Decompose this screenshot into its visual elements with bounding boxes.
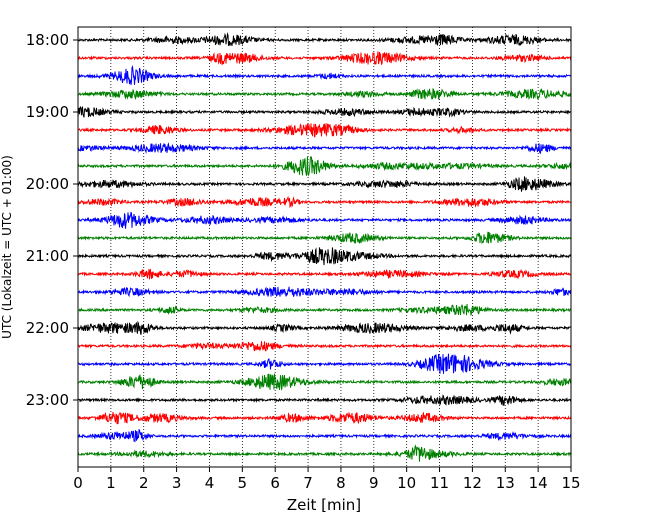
seismogram-trace — [77, 444, 572, 462]
seismogram-trace — [77, 247, 572, 266]
y-tick-label: 19:00 — [26, 103, 69, 121]
seismogram-trace — [77, 373, 572, 391]
x-tick-label: 15 — [561, 474, 580, 492]
seismogram-trace — [77, 320, 572, 335]
x-tick-label: 1 — [106, 474, 116, 492]
x-tick-label: 7 — [303, 474, 313, 492]
y-tick-label: 23:00 — [26, 391, 69, 409]
x-tick-label: 2 — [139, 474, 149, 492]
seismogram-trace — [77, 211, 572, 229]
x-tick-label: 4 — [205, 474, 215, 492]
x-tick-label: 10 — [397, 474, 416, 492]
seismogram-trace — [77, 106, 572, 118]
seismogram-trace — [77, 195, 572, 209]
seismogram-trace — [77, 51, 572, 66]
seismogram-trace — [77, 411, 572, 425]
x-axis-ticks: 0 1 2 3 4 5 6 7 8 9 10 11 12 13 14 15 — [73, 467, 581, 492]
x-tick-label: 0 — [73, 474, 83, 492]
seismogram-trace — [77, 32, 572, 46]
y-axis-label: UTC (Lokalzeit = UTC + 01:00) — [0, 155, 14, 339]
x-tick-label: 3 — [172, 474, 182, 492]
seismogram-trace — [77, 88, 572, 101]
x-gridlines — [110, 27, 539, 467]
y-tick-label: 18:00 — [26, 31, 69, 49]
seismogram-trace — [77, 268, 572, 280]
plot-frame — [77, 26, 572, 468]
seismogram-trace — [77, 428, 572, 443]
x-tick-label: 8 — [336, 474, 346, 492]
x-tick-label: 11 — [430, 474, 449, 492]
x-tick-label: 14 — [529, 474, 548, 492]
y-tick-label: 22:00 — [26, 319, 69, 337]
x-tick-label: 6 — [270, 474, 280, 492]
x-tick-label: 12 — [463, 474, 482, 492]
seismogram-trace — [77, 122, 572, 138]
seismogram-trace — [77, 341, 572, 352]
x-tick-label: 13 — [496, 474, 515, 492]
x-axis-label: Zeit [min] — [287, 496, 361, 514]
seismogram-traces — [77, 32, 572, 462]
seismogram-trace — [77, 394, 572, 406]
seismogram-trace — [77, 353, 572, 374]
seismogram-trace — [77, 303, 572, 316]
seismogram-trace — [77, 142, 572, 155]
seismogram-trace — [77, 65, 572, 85]
y-tick-label: 21:00 — [26, 247, 69, 265]
seismogram-trace — [77, 231, 572, 245]
seismogram-trace — [77, 156, 572, 177]
seismogram-trace — [77, 286, 572, 298]
seismogram-trace — [77, 176, 572, 192]
x-tick-label: 5 — [238, 474, 248, 492]
y-axis-ticks: 18:00 19:00 20:00 21:00 22:00 23:00 — [26, 31, 78, 409]
y-tick-label: 20:00 — [26, 175, 69, 193]
x-tick-label: 9 — [369, 474, 379, 492]
